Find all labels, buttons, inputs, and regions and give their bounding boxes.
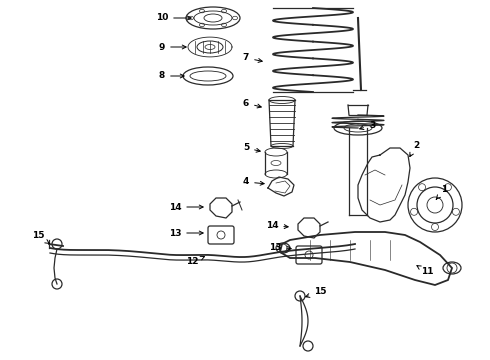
Text: 13: 13 [169, 229, 203, 238]
Text: 12: 12 [186, 256, 204, 266]
Text: 13: 13 [269, 243, 291, 252]
Text: 3: 3 [360, 121, 375, 130]
Text: 14: 14 [169, 202, 203, 211]
Text: 8: 8 [159, 72, 184, 81]
Text: 2: 2 [410, 140, 419, 157]
Text: 5: 5 [243, 144, 260, 153]
Text: 14: 14 [266, 221, 288, 230]
Text: 6: 6 [243, 99, 261, 108]
Text: 10: 10 [156, 13, 191, 22]
Text: 15: 15 [306, 288, 326, 297]
Text: 4: 4 [243, 177, 264, 186]
Text: 7: 7 [243, 54, 262, 63]
Text: 1: 1 [436, 185, 447, 199]
Text: 9: 9 [159, 42, 186, 51]
Text: 11: 11 [417, 266, 433, 276]
Text: 15: 15 [32, 231, 49, 244]
